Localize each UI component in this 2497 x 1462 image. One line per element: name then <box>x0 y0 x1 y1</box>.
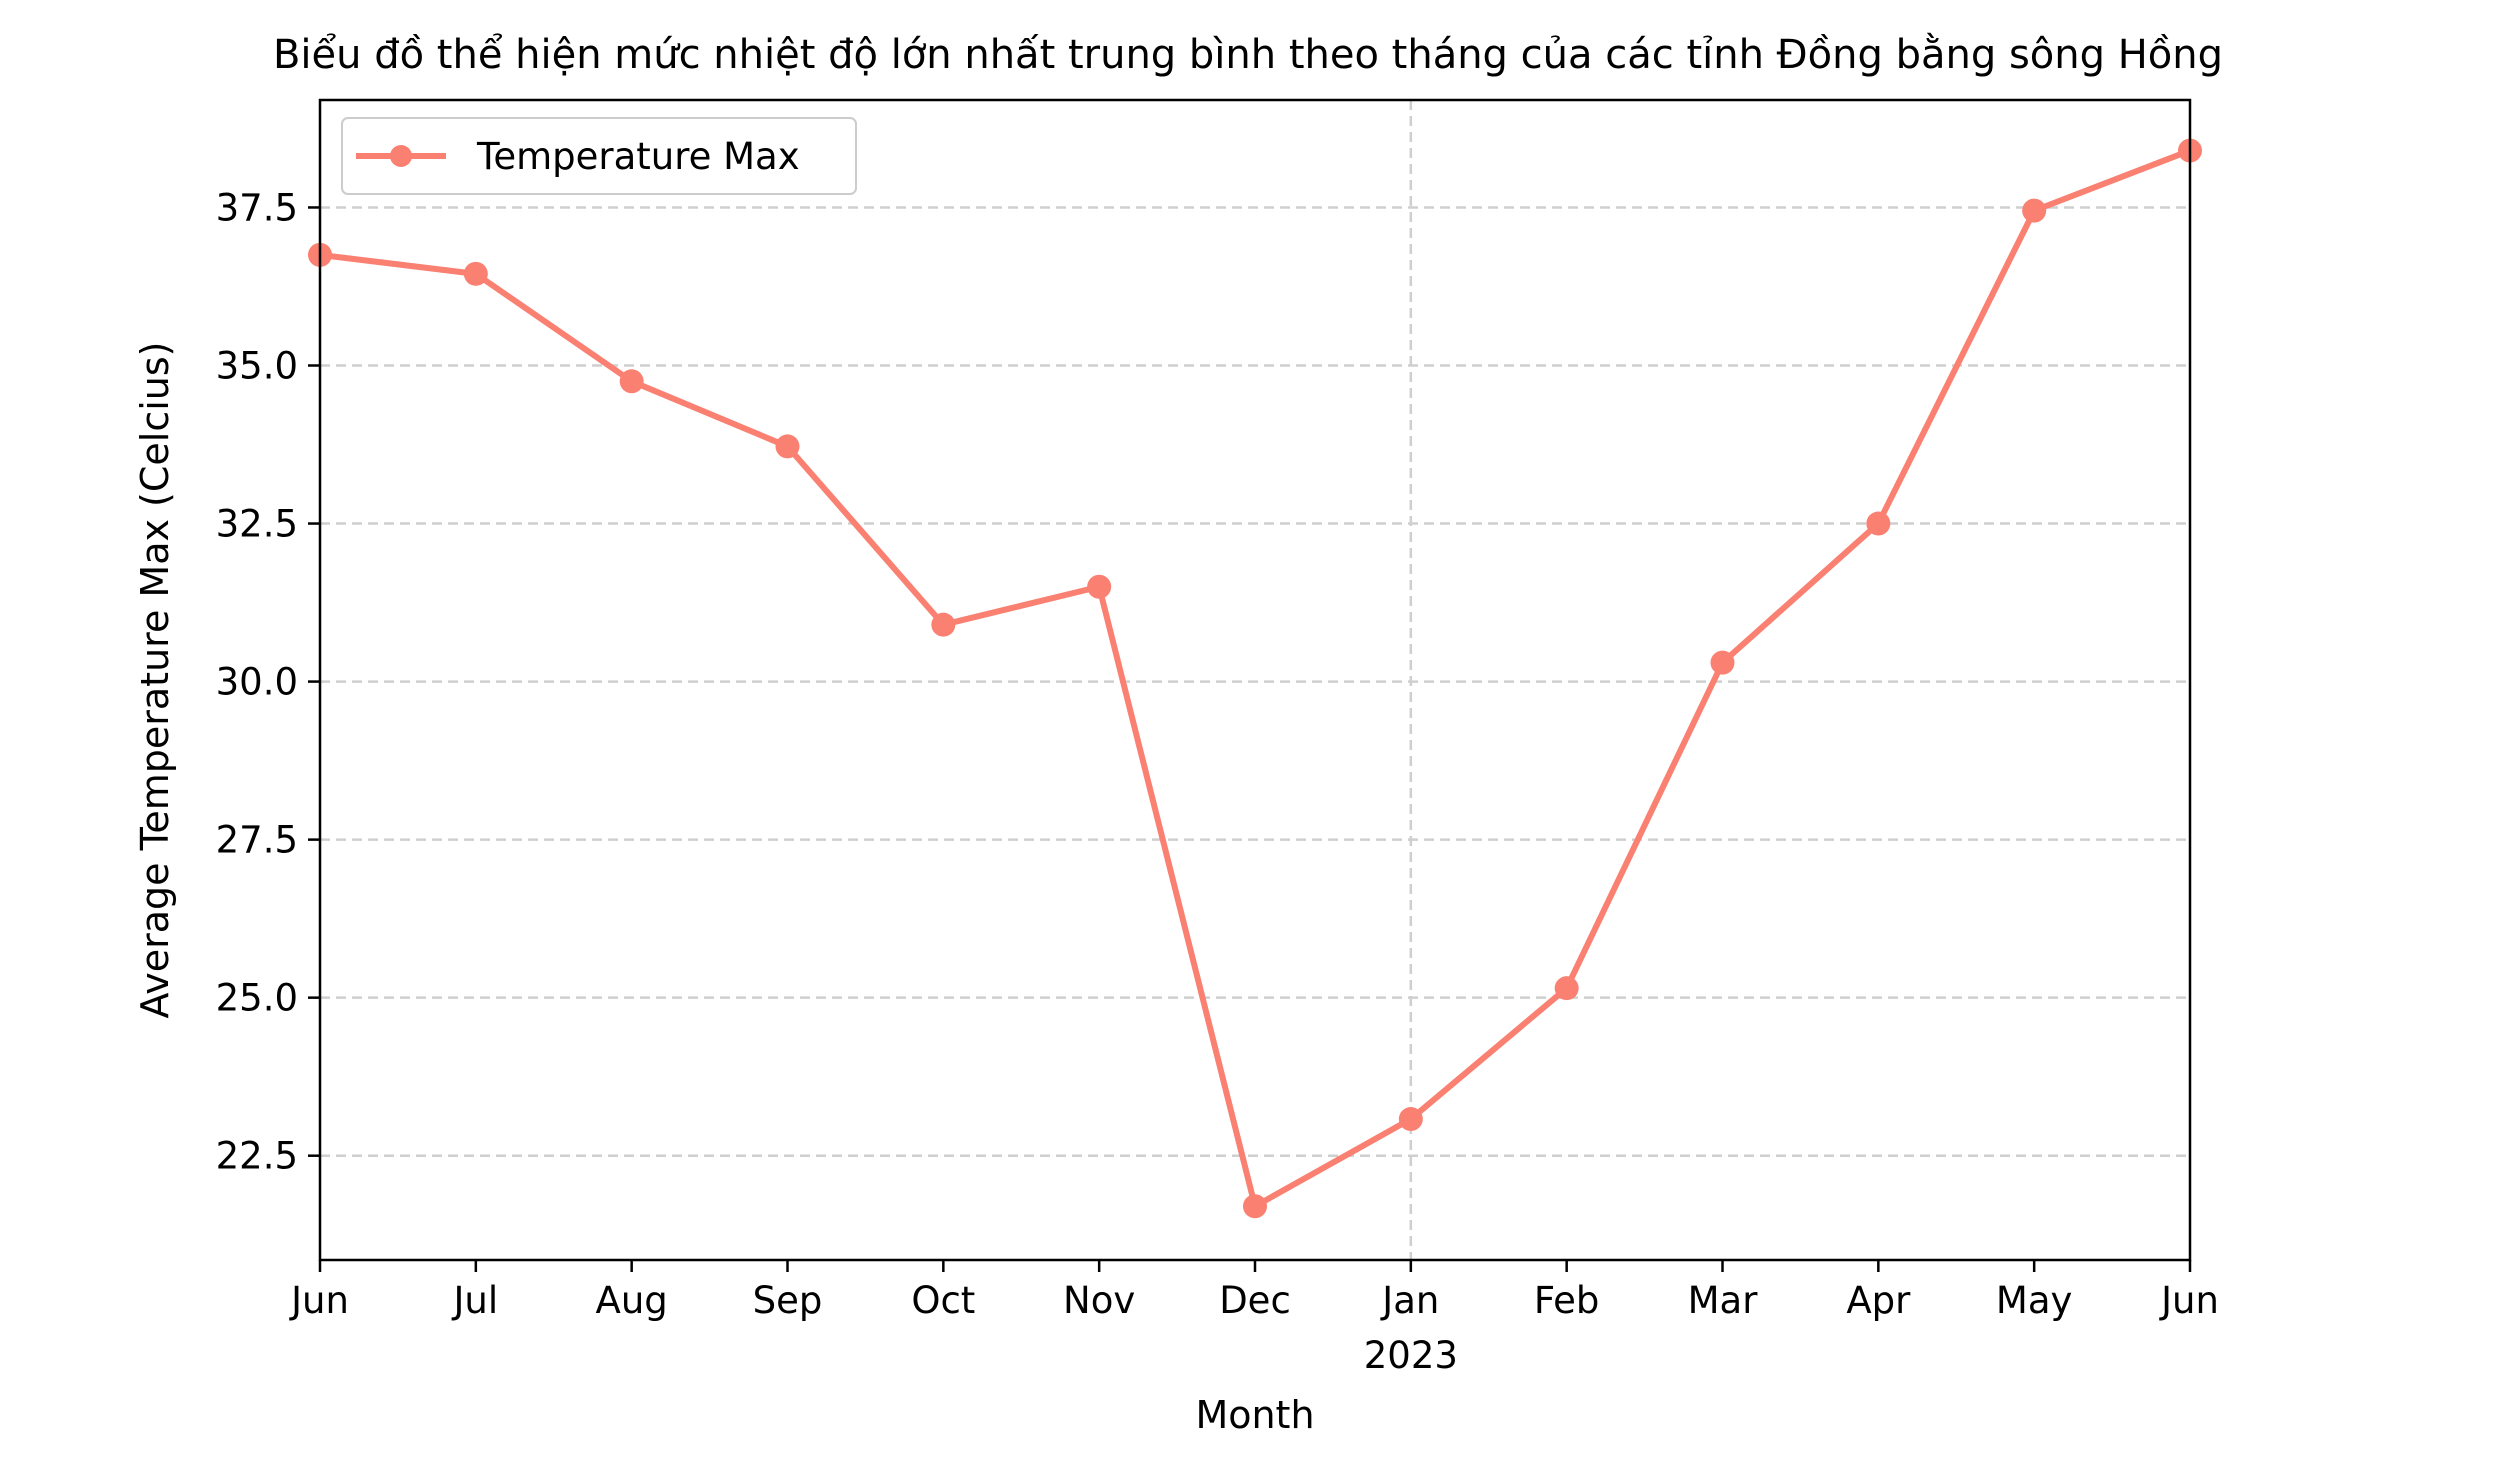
series-line-temperature-max <box>317 147 2193 1210</box>
data-point <box>463 261 488 286</box>
x-tick-label: Aug <box>596 1279 668 1322</box>
x-tick-label: Jun <box>2159 1279 2219 1322</box>
data-point <box>775 434 800 459</box>
x-tick-label: Jun <box>289 1279 349 1322</box>
y-tick-label: 22.5 <box>216 1135 298 1178</box>
legend-marker-swatch <box>390 145 412 167</box>
x-tick-label: Mar <box>1688 1279 1759 1322</box>
x-tick-label: Feb <box>1534 1279 1600 1322</box>
x-tick-label: Jul <box>452 1279 499 1322</box>
x-axis-label: Month <box>1195 1393 1314 1437</box>
data-point <box>1087 574 1112 599</box>
y-tick-label: 32.5 <box>216 503 298 546</box>
x-tick-label: Apr <box>1846 1279 1911 1322</box>
data-point <box>2022 198 2047 223</box>
y-axis-label: Average Temperature Max (Celcius) <box>133 341 177 1018</box>
legend: Temperature Max <box>341 117 857 195</box>
data-point <box>1710 650 1735 675</box>
data-point <box>619 369 644 394</box>
series-layer <box>308 138 2202 1219</box>
x-year-label: 2023 <box>1364 1334 1458 1377</box>
axis-ticks: 22.5 25.0 27.5 30.0 32.5 35.0 37.5 Jun Jul Aug Sep… <box>216 186 2219 1377</box>
x-tick-label: May <box>1996 1279 2073 1322</box>
x-tick-label: Sep <box>753 1279 823 1322</box>
legend-entry-temperature-max: Temperature Max <box>476 135 800 178</box>
data-point <box>1243 1194 1267 1219</box>
x-tick-label: Oct <box>911 1279 975 1322</box>
y-tick-label: 30.0 <box>216 661 298 704</box>
x-tick-label: Dec <box>1219 1279 1291 1322</box>
y-tick-label: 35.0 <box>216 345 298 388</box>
y-tick-label: 25.0 <box>216 977 298 1020</box>
data-point <box>1398 1107 1423 1132</box>
x-tick-label: Nov <box>1063 1279 1135 1322</box>
legend-box <box>341 117 857 195</box>
plot-area-frame <box>318 98 2192 1262</box>
data-point <box>1866 511 1891 536</box>
x-tick-label: Jan <box>1380 1279 1439 1322</box>
data-point <box>931 612 956 637</box>
y-tick-label: 37.5 <box>216 186 298 229</box>
data-point <box>1554 976 1579 1001</box>
chart-title: Biểu đồ thể hiện mức nhiệt độ lớn nhất t… <box>273 32 2223 78</box>
grid-lines <box>320 100 2190 1260</box>
y-tick-label: 27.5 <box>216 819 298 862</box>
